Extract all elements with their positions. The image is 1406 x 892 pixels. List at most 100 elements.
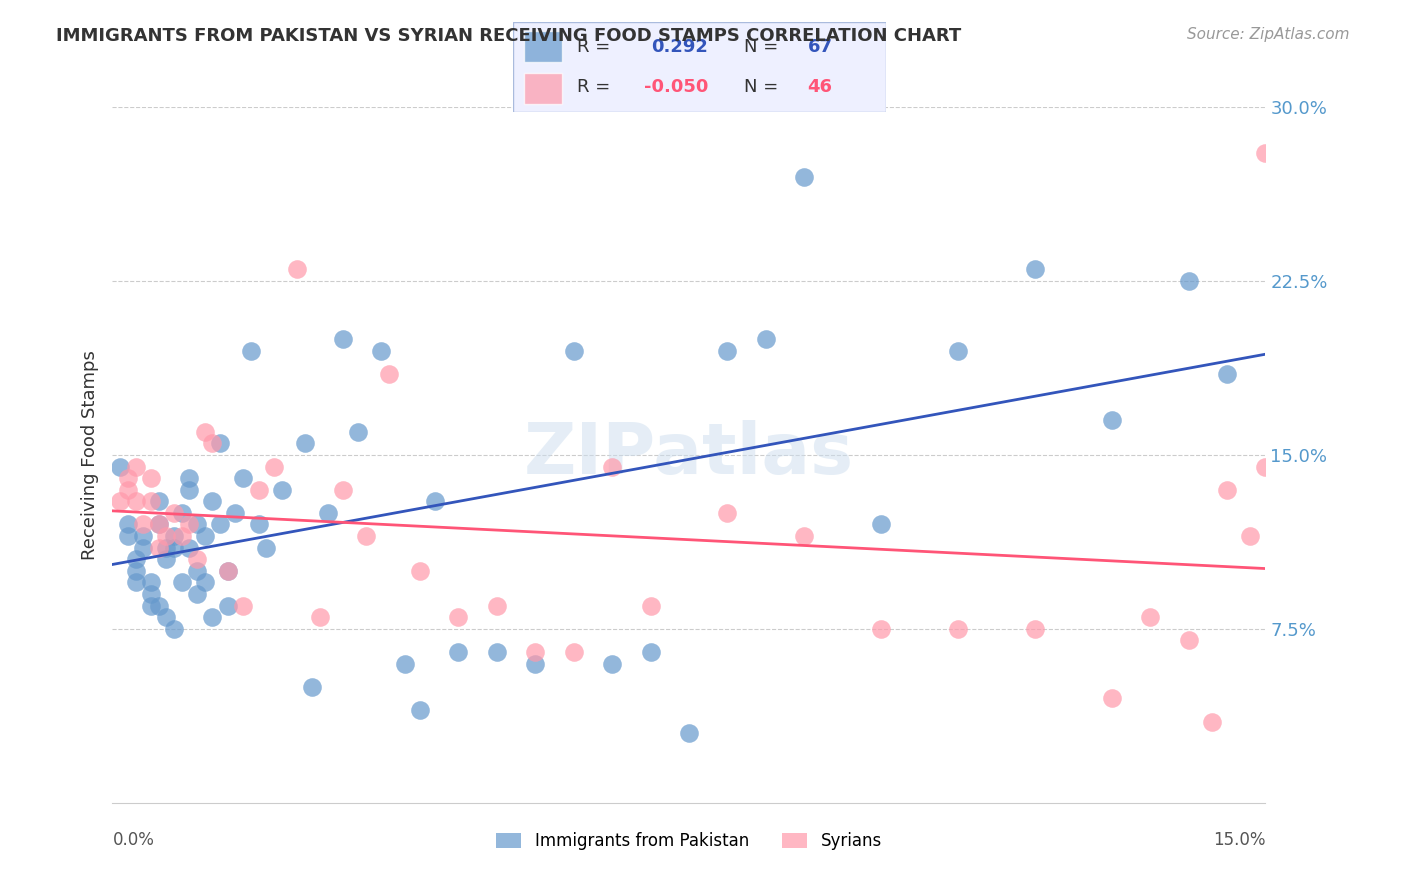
Point	[640, 599, 662, 613]
Point	[117, 483, 139, 497]
Point	[755, 332, 778, 346]
Point	[232, 599, 254, 613]
Legend: Immigrants from Pakistan, Syrians: Immigrants from Pakistan, Syrians	[489, 826, 889, 857]
Point	[139, 494, 162, 508]
Point	[224, 506, 246, 520]
Point	[132, 529, 155, 543]
Point	[347, 425, 370, 439]
Point	[716, 343, 738, 358]
Point	[155, 529, 177, 543]
Point	[793, 169, 815, 184]
Point	[370, 343, 392, 358]
Point	[201, 436, 224, 450]
Point	[186, 517, 208, 532]
Point	[201, 494, 224, 508]
Text: 67: 67	[807, 38, 832, 56]
Point	[186, 552, 208, 566]
Point	[1101, 413, 1123, 427]
Text: R =: R =	[576, 78, 610, 96]
Point	[132, 517, 155, 532]
Point	[163, 506, 186, 520]
Point	[209, 517, 232, 532]
Point	[194, 529, 217, 543]
Point	[946, 343, 969, 358]
FancyBboxPatch shape	[513, 22, 886, 112]
Text: IMMIGRANTS FROM PAKISTAN VS SYRIAN RECEIVING FOOD STAMPS CORRELATION CHART: IMMIGRANTS FROM PAKISTAN VS SYRIAN RECEI…	[56, 27, 962, 45]
Text: ZIPatlas: ZIPatlas	[524, 420, 853, 490]
Point	[524, 657, 547, 671]
Point	[108, 459, 131, 474]
Point	[524, 645, 547, 659]
Point	[378, 367, 401, 381]
Text: N =: N =	[744, 78, 779, 96]
Point	[239, 343, 262, 358]
Point	[332, 332, 354, 346]
Point	[1216, 483, 1239, 497]
Point	[217, 599, 239, 613]
Text: N =: N =	[744, 38, 779, 56]
Point	[600, 459, 623, 474]
Point	[117, 471, 139, 485]
Point	[217, 564, 239, 578]
Point	[354, 529, 377, 543]
Text: 0.0%: 0.0%	[112, 830, 155, 848]
Point	[179, 517, 201, 532]
Point	[148, 517, 170, 532]
Point	[217, 564, 239, 578]
FancyBboxPatch shape	[524, 73, 561, 104]
Point	[716, 506, 738, 520]
Point	[155, 552, 177, 566]
Point	[1139, 610, 1161, 624]
Point	[447, 610, 470, 624]
Point	[194, 575, 217, 590]
Point	[201, 610, 224, 624]
Point	[108, 494, 131, 508]
FancyBboxPatch shape	[524, 31, 561, 62]
Point	[148, 517, 170, 532]
Point	[1254, 459, 1277, 474]
Point	[179, 483, 201, 497]
Point	[155, 610, 177, 624]
Point	[170, 529, 193, 543]
Text: 0.292: 0.292	[651, 38, 709, 56]
Point	[163, 622, 186, 636]
Point	[270, 483, 292, 497]
Point	[640, 645, 662, 659]
Point	[179, 471, 201, 485]
Point	[247, 483, 270, 497]
Point	[870, 622, 893, 636]
Point	[946, 622, 969, 636]
Point	[194, 425, 217, 439]
Point	[309, 610, 332, 624]
Point	[870, 517, 893, 532]
Y-axis label: Receiving Food Stamps: Receiving Food Stamps	[80, 350, 98, 560]
Point	[170, 575, 193, 590]
Text: R =: R =	[576, 38, 610, 56]
Point	[1177, 274, 1199, 288]
Point	[600, 657, 623, 671]
Point	[186, 587, 208, 601]
Point	[124, 552, 146, 566]
Point	[124, 459, 146, 474]
Point	[179, 541, 201, 555]
Point	[117, 517, 139, 532]
Point	[148, 494, 170, 508]
Point	[247, 517, 270, 532]
Point	[124, 564, 146, 578]
Point	[1201, 714, 1223, 729]
Point	[155, 541, 177, 555]
Point	[409, 703, 432, 717]
Point	[1216, 367, 1239, 381]
Point	[1024, 262, 1046, 277]
Point	[139, 575, 162, 590]
Text: Source: ZipAtlas.com: Source: ZipAtlas.com	[1187, 27, 1350, 42]
Point	[139, 587, 162, 601]
Point	[316, 506, 339, 520]
Point	[425, 494, 447, 508]
Point	[254, 541, 277, 555]
Point	[148, 541, 170, 555]
Point	[232, 471, 254, 485]
Point	[163, 541, 186, 555]
Point	[485, 599, 508, 613]
Point	[1024, 622, 1046, 636]
